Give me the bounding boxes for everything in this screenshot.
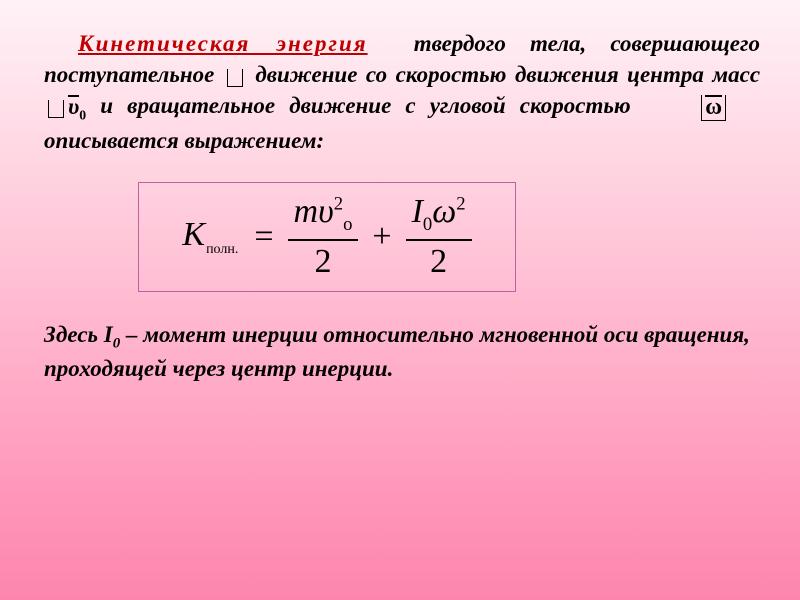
- plus-sign: +: [368, 218, 395, 256]
- footnote-text: – момент инерции относительно мгновенной…: [44, 322, 750, 381]
- footnote-paragraph: Здесь I0 – момент инерции относительно м…: [44, 320, 760, 384]
- text-seg2: движение со скоростью: [255, 62, 506, 87]
- slide: Кинетическая энергия твердого тела, сове…: [0, 0, 800, 600]
- formula-box: Kполн. = mυ2о 2 + I0ω2 2: [138, 182, 516, 292]
- placeholder-box-2-icon: [48, 100, 64, 118]
- main-paragraph: Кинетическая энергия твердого тела, сове…: [44, 28, 760, 156]
- text-seg5: описывается выражением:: [44, 128, 324, 153]
- placeholder-box-1-icon: [227, 69, 243, 87]
- symbol-v0: υ0: [68, 91, 86, 125]
- formula-term1: mυ2о 2: [288, 193, 359, 281]
- text-seg4: и вращательное движение с угловой скорос…: [100, 93, 630, 118]
- formula-lhs: Kполн.: [182, 216, 240, 258]
- text-seg3: движения центра масс: [515, 62, 760, 87]
- kinetic-energy-title: Кинетическая энергия: [78, 31, 390, 56]
- equals-sign: =: [250, 218, 277, 256]
- formula-term2: I0ω2 2: [406, 193, 472, 281]
- symbol-omega: ω: [701, 95, 726, 121]
- kinetic-energy-formula: Kполн. = mυ2о 2 + I0ω2 2: [182, 193, 471, 281]
- footnote-prefix: Здесь: [44, 322, 104, 347]
- footnote-symbol: I0: [104, 322, 120, 347]
